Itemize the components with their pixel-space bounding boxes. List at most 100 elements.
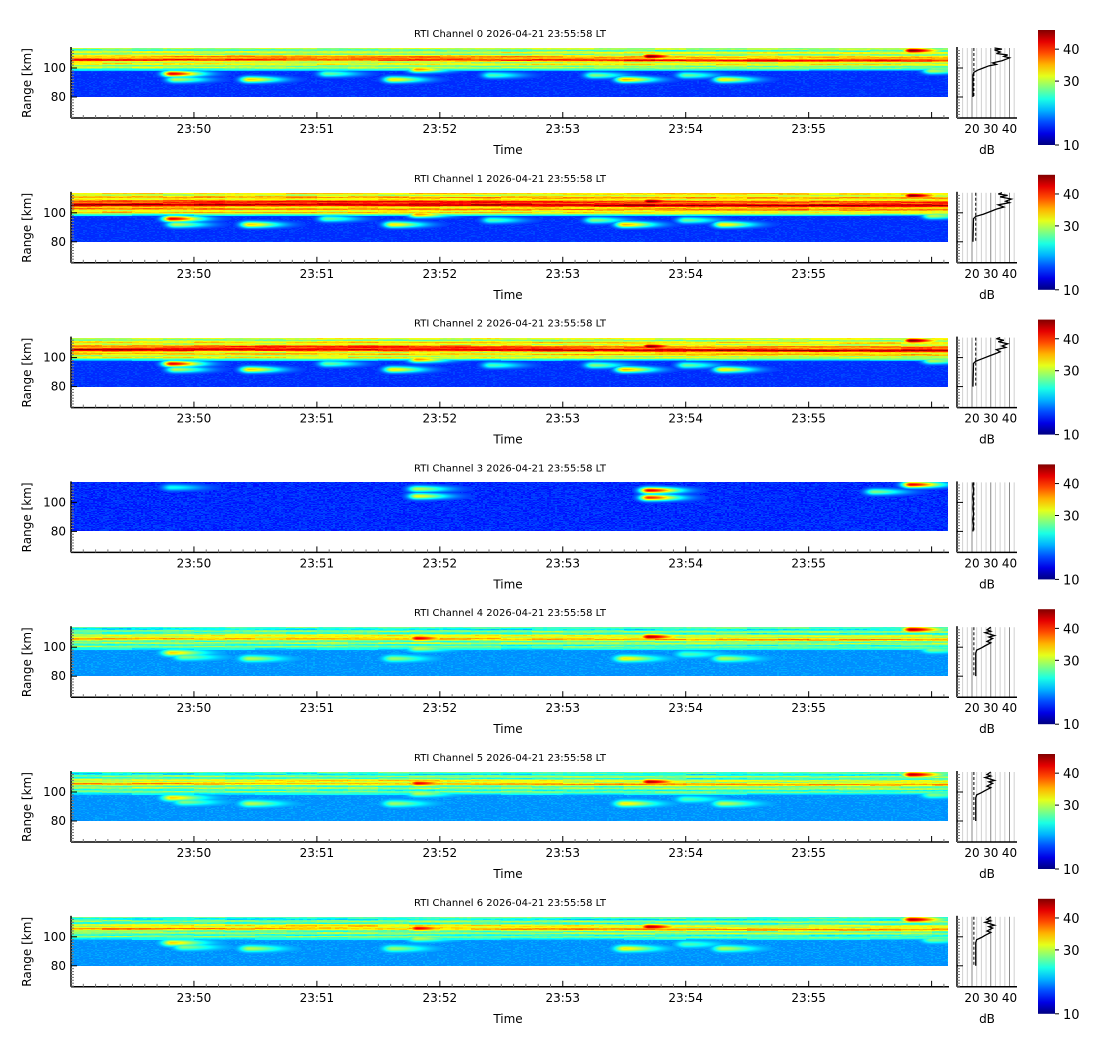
y-tick-label: 80 xyxy=(51,235,66,249)
colorbar-tick-label: 10 xyxy=(1063,429,1080,444)
rti-axes: RTI Channel 5 2026-04-21 23:55:58 LT 23:5… xyxy=(20,753,1080,881)
colorbar-tick-label: 30 xyxy=(1063,75,1080,90)
profile-line xyxy=(972,336,1010,387)
rti-panel-channel-6: RTI Channel 6 2026-04-21 23:55:58 LT 23:5… xyxy=(0,0,1120,1026)
profile-x-tick-label: 40 xyxy=(1002,122,1017,136)
profile-x-tick-label: 30 xyxy=(983,846,998,860)
colorbar xyxy=(1038,319,1055,435)
rti-heatmap xyxy=(71,772,948,821)
chart-title: RTI Channel 6 2026-04-21 23:55:58 LT xyxy=(414,898,607,909)
colorbar-tick-label: 30 xyxy=(1063,365,1080,380)
profile-line xyxy=(972,192,1014,242)
rti-heatmap xyxy=(71,916,948,966)
x-tick-label: 23:50 xyxy=(177,701,212,715)
rti-panel-channel-0: RTI Channel 0 2026-04-21 23:55:58 LT 23:5… xyxy=(0,0,1120,157)
profile-line xyxy=(975,771,997,821)
profile-x-tick-label: 20 xyxy=(964,846,979,860)
rti-axes: RTI Channel 4 2026-04-21 23:55:58 LT 23:5… xyxy=(20,608,1080,736)
y-tick-label: 100 xyxy=(43,640,66,654)
profile-x-tick-label: 40 xyxy=(1002,556,1017,570)
colorbar-tick-label: 10 xyxy=(1063,139,1080,154)
y-tick-label: 100 xyxy=(43,206,66,220)
x-tick-label: 23:53 xyxy=(545,267,580,281)
x-tick-label: 23:50 xyxy=(177,556,212,570)
colorbar-tick-label: 30 xyxy=(1063,944,1080,959)
rti-axes: RTI Channel 0 2026-04-21 23:55:58 LT 23:5… xyxy=(20,29,1080,157)
profile-x-tick-label: 30 xyxy=(983,556,998,570)
y-axis-label: Range [km] xyxy=(20,772,34,842)
x-tick-label: 23:51 xyxy=(300,846,335,860)
profile-line xyxy=(972,482,975,532)
y-tick-label: 100 xyxy=(43,61,66,75)
x-tick-label: 23:51 xyxy=(300,701,335,715)
rti-axes: RTI Channel 3 2026-04-21 23:55:58 LT 23:5… xyxy=(20,463,1080,591)
x-tick-label: 23:55 xyxy=(791,991,826,1005)
colorbar-tick-label: 30 xyxy=(1063,654,1080,669)
chart-title: RTI Channel 0 2026-04-21 23:55:58 LT xyxy=(414,29,607,40)
x-tick-label: 23:55 xyxy=(791,701,826,715)
profile-x-axis-label: dB xyxy=(979,867,995,881)
x-tick-label: 23:52 xyxy=(423,991,458,1005)
colorbar-tick-label: 30 xyxy=(1063,510,1080,525)
y-tick-label: 80 xyxy=(51,90,66,104)
profile-line xyxy=(975,916,997,966)
rti-panel-channel-1: RTI Channel 1 2026-04-21 23:55:58 LT 23:5… xyxy=(0,0,1120,302)
y-tick-label: 100 xyxy=(43,351,66,365)
colorbar-tick-label: 40 xyxy=(1063,622,1080,637)
x-tick-label: 23:53 xyxy=(545,846,580,860)
x-tick-label: 23:51 xyxy=(300,122,335,136)
profile-x-tick-label: 20 xyxy=(964,267,979,281)
profile-x-tick-label: 20 xyxy=(964,412,979,426)
profile-x-tick-label: 30 xyxy=(983,991,998,1005)
y-tick-label: 80 xyxy=(51,814,66,828)
profile-x-axis-label: dB xyxy=(979,288,995,302)
profile-x-tick-label: 40 xyxy=(1002,267,1017,281)
colorbar-tick-label: 10 xyxy=(1063,718,1080,733)
colorbar xyxy=(1038,30,1055,145)
x-tick-label: 23:54 xyxy=(668,556,703,570)
x-tick-label: 23:53 xyxy=(545,412,580,426)
profile-x-tick-label: 30 xyxy=(983,122,998,136)
y-axis-label: Range [km] xyxy=(20,338,34,408)
profile-x-axis-label: dB xyxy=(979,433,995,447)
profile-x-tick-label: 20 xyxy=(964,701,979,715)
x-tick-label: 23:53 xyxy=(545,701,580,715)
x-tick-label: 23:52 xyxy=(423,267,458,281)
colorbar-tick-label: 40 xyxy=(1063,43,1080,58)
y-tick-label: 100 xyxy=(43,930,66,944)
x-tick-label: 23:53 xyxy=(545,991,580,1005)
chart-title: RTI Channel 5 2026-04-21 23:55:58 LT xyxy=(414,753,607,764)
colorbar-tick-label: 30 xyxy=(1063,799,1080,814)
chart-title: RTI Channel 4 2026-04-21 23:55:58 LT xyxy=(414,608,607,619)
y-tick-label: 80 xyxy=(51,380,66,394)
y-axis-label: Range [km] xyxy=(20,917,34,987)
x-tick-label: 23:55 xyxy=(791,846,826,860)
y-tick-label: 80 xyxy=(51,669,66,683)
colorbar xyxy=(1038,754,1055,869)
y-axis-label: Range [km] xyxy=(20,627,34,697)
rti-panel-channel-2: RTI Channel 2 2026-04-21 23:55:58 LT 23:5… xyxy=(0,0,1120,447)
profile-x-axis-label: dB xyxy=(979,1012,995,1026)
x-tick-label: 23:55 xyxy=(791,122,826,136)
x-tick-label: 23:50 xyxy=(177,412,212,426)
rti-panel-channel-4: RTI Channel 4 2026-04-21 23:55:58 LT 23:5… xyxy=(0,0,1120,736)
x-axis-label: Time xyxy=(492,577,522,591)
x-tick-label: 23:51 xyxy=(300,991,335,1005)
x-tick-label: 23:52 xyxy=(423,412,458,426)
chart-title: RTI Channel 1 2026-04-21 23:55:58 LT xyxy=(414,174,607,185)
x-axis-label: Time xyxy=(492,288,522,302)
x-tick-label: 23:53 xyxy=(545,122,580,136)
x-tick-label: 23:51 xyxy=(300,412,335,426)
profile-x-tick-label: 20 xyxy=(964,991,979,1005)
rti-heatmap xyxy=(71,192,948,242)
rti-heatmap xyxy=(71,482,948,532)
colorbar-tick-label: 40 xyxy=(1063,188,1080,203)
profile-x-tick-label: 20 xyxy=(964,122,979,136)
colorbar-tick-label: 10 xyxy=(1063,1008,1080,1023)
y-tick-label: 80 xyxy=(51,524,66,538)
x-tick-label: 23:50 xyxy=(177,846,212,860)
rti-panel-channel-3: RTI Channel 3 2026-04-21 23:55:58 LT 23:5… xyxy=(0,0,1120,591)
x-tick-label: 23:54 xyxy=(668,267,703,281)
profile-line xyxy=(972,47,1012,97)
colorbar xyxy=(1038,609,1055,725)
